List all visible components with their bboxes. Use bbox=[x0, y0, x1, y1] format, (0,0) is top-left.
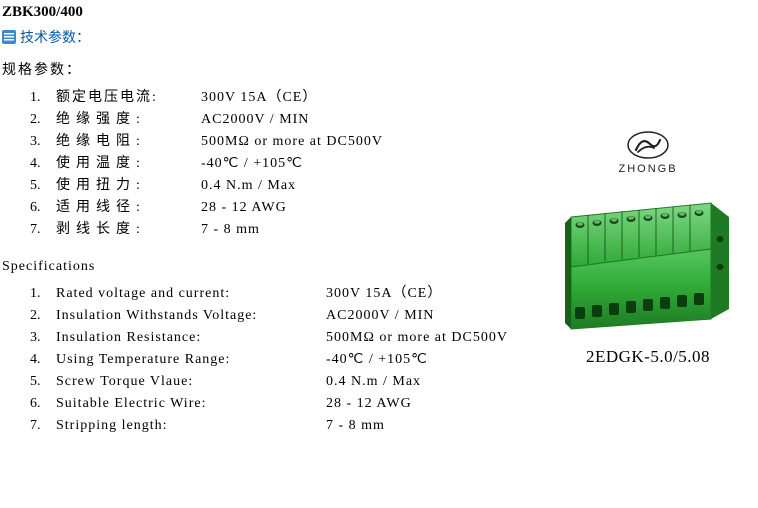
brand-logo-text: ZHONGB bbox=[558, 163, 738, 175]
spec-row-en: 6.Suitable Electric Wire:28 - 12 AWG bbox=[30, 393, 758, 415]
spec-num: 3. bbox=[30, 131, 56, 153]
spec-value: 28 - 12 AWG bbox=[326, 393, 758, 415]
spec-value: 300V 15A（CE） bbox=[201, 87, 758, 109]
spec-num: 4. bbox=[30, 349, 56, 371]
spec-num: 5. bbox=[30, 371, 56, 393]
spec-row-cn: 1.额定电压电流:300V 15A（CE） bbox=[30, 87, 758, 109]
spec-label-en: Stripping length: bbox=[56, 415, 326, 437]
spec-label-cn: 适用线径: bbox=[56, 197, 201, 219]
tech-params-label: 技术参数： bbox=[20, 27, 90, 47]
spec-num: 7. bbox=[30, 219, 56, 241]
spec-value: 7 - 8 mm bbox=[326, 415, 758, 437]
spec-label-cn: 额定电压电流: bbox=[56, 87, 201, 109]
spec-label-cn: 使用温度: bbox=[56, 153, 201, 175]
spec-label-cn: 绝缘强度: bbox=[56, 109, 201, 131]
spec-label-en: Using Temperature Range: bbox=[56, 349, 326, 371]
spec-num: 1. bbox=[30, 283, 56, 305]
model-header: ZBK300/400 bbox=[0, 0, 758, 21]
spec-num: 5. bbox=[30, 175, 56, 197]
spec-num: 2. bbox=[30, 305, 56, 327]
spec-row-en: 5.Screw Torque Vlaue:0.4 N.m / Max bbox=[30, 371, 758, 393]
spec-label-en: Insulation Resistance: bbox=[56, 327, 326, 349]
spec-num: 3. bbox=[30, 327, 56, 349]
spec-label-cn: 使用扭力: bbox=[56, 175, 201, 197]
spec-label-en: Rated voltage and current: bbox=[56, 283, 326, 305]
connector-image bbox=[563, 189, 733, 334]
product-area: ZHONGB bbox=[558, 130, 738, 367]
tech-params-row: 技术参数： bbox=[0, 21, 758, 47]
section-cn-title: 规格参数： bbox=[0, 47, 758, 87]
spec-num: 1. bbox=[30, 87, 56, 109]
spec-num: 6. bbox=[30, 197, 56, 219]
spec-value: 0.4 N.m / Max bbox=[326, 371, 758, 393]
spec-num: 7. bbox=[30, 415, 56, 437]
brand-logo: ZHONGB bbox=[558, 130, 738, 175]
spec-label-cn: 剥线长度: bbox=[56, 219, 201, 241]
spec-row-cn: 2.绝缘强度:AC2000V / MIN bbox=[30, 109, 758, 131]
spec-num: 2. bbox=[30, 109, 56, 131]
list-icon bbox=[2, 30, 16, 44]
spec-row-en: 7.Stripping length:7 - 8 mm bbox=[30, 415, 758, 437]
spec-num: 6. bbox=[30, 393, 56, 415]
spec-label-en: Insulation Withstands Voltage: bbox=[56, 305, 326, 327]
spec-num: 4. bbox=[30, 153, 56, 175]
part-number: 2EDGK-5.0/5.08 bbox=[558, 347, 738, 367]
spec-label-en: Screw Torque Vlaue: bbox=[56, 371, 326, 393]
spec-label-cn: 绝缘电阻: bbox=[56, 131, 201, 153]
spec-value: AC2000V / MIN bbox=[201, 109, 758, 131]
spec-label-en: Suitable Electric Wire: bbox=[56, 393, 326, 415]
